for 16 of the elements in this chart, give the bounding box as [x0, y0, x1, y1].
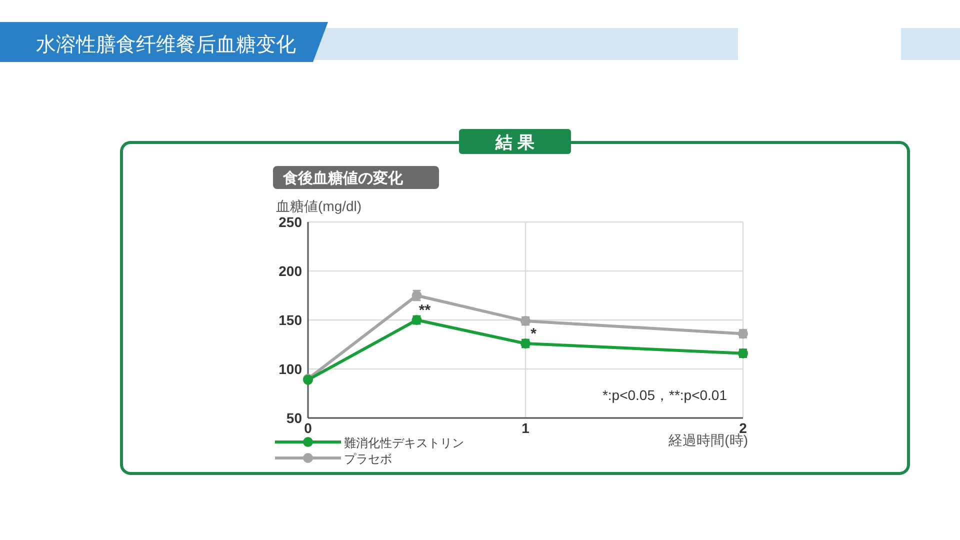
subtitle: 食後血糖値の変化 [283, 170, 403, 187]
ylabel: 血糖値(mg/dl) [276, 198, 362, 214]
legend-label: 難消化性デキストリン [344, 436, 464, 450]
ytick: 50 [286, 410, 302, 426]
ytick: 250 [278, 214, 302, 230]
xtick: 1 [522, 420, 530, 436]
annotation: ** [418, 302, 431, 319]
annotation: *:p<0.05，**:p<0.01 [602, 387, 727, 403]
title: 水溶性膳食纤维餐后血糖变化 [36, 34, 296, 56]
ytick: 150 [278, 312, 302, 328]
ytick: 100 [278, 361, 302, 377]
ytick: 200 [278, 263, 302, 279]
xtick: 0 [304, 420, 312, 436]
annotation: 結 果 [496, 133, 534, 152]
annotation: * [530, 326, 536, 343]
legend-label: プラセボ [344, 452, 392, 466]
